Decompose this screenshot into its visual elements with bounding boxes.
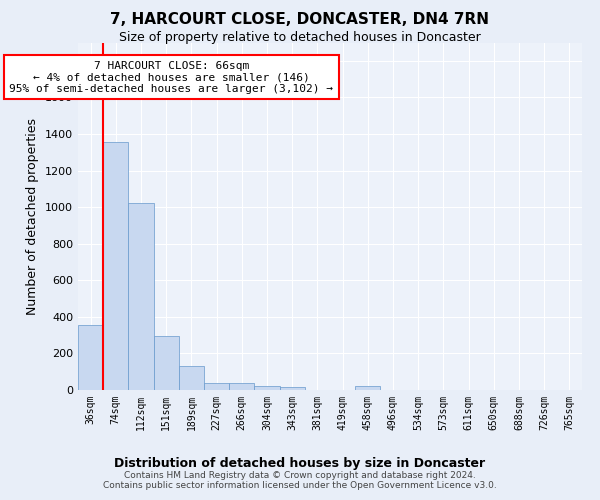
Text: Size of property relative to detached houses in Doncaster: Size of property relative to detached ho… <box>119 31 481 44</box>
Bar <box>128 204 154 390</box>
Bar <box>154 336 179 390</box>
Text: 7 HARCOURT CLOSE: 66sqm
← 4% of detached houses are smaller (146)
95% of semi-de: 7 HARCOURT CLOSE: 66sqm ← 4% of detached… <box>9 60 333 94</box>
Bar <box>254 386 280 390</box>
Bar <box>355 386 380 390</box>
Y-axis label: Number of detached properties: Number of detached properties <box>26 118 40 315</box>
Bar <box>229 383 254 390</box>
Text: Distribution of detached houses by size in Doncaster: Distribution of detached houses by size … <box>115 458 485 470</box>
Bar <box>78 325 103 390</box>
Text: Contains HM Land Registry data © Crown copyright and database right 2024.
Contai: Contains HM Land Registry data © Crown c… <box>103 470 497 490</box>
Text: 7, HARCOURT CLOSE, DONCASTER, DN4 7RN: 7, HARCOURT CLOSE, DONCASTER, DN4 7RN <box>110 12 490 28</box>
Bar <box>280 386 305 390</box>
Bar <box>179 366 204 390</box>
Bar <box>103 142 128 390</box>
Bar <box>204 382 229 390</box>
